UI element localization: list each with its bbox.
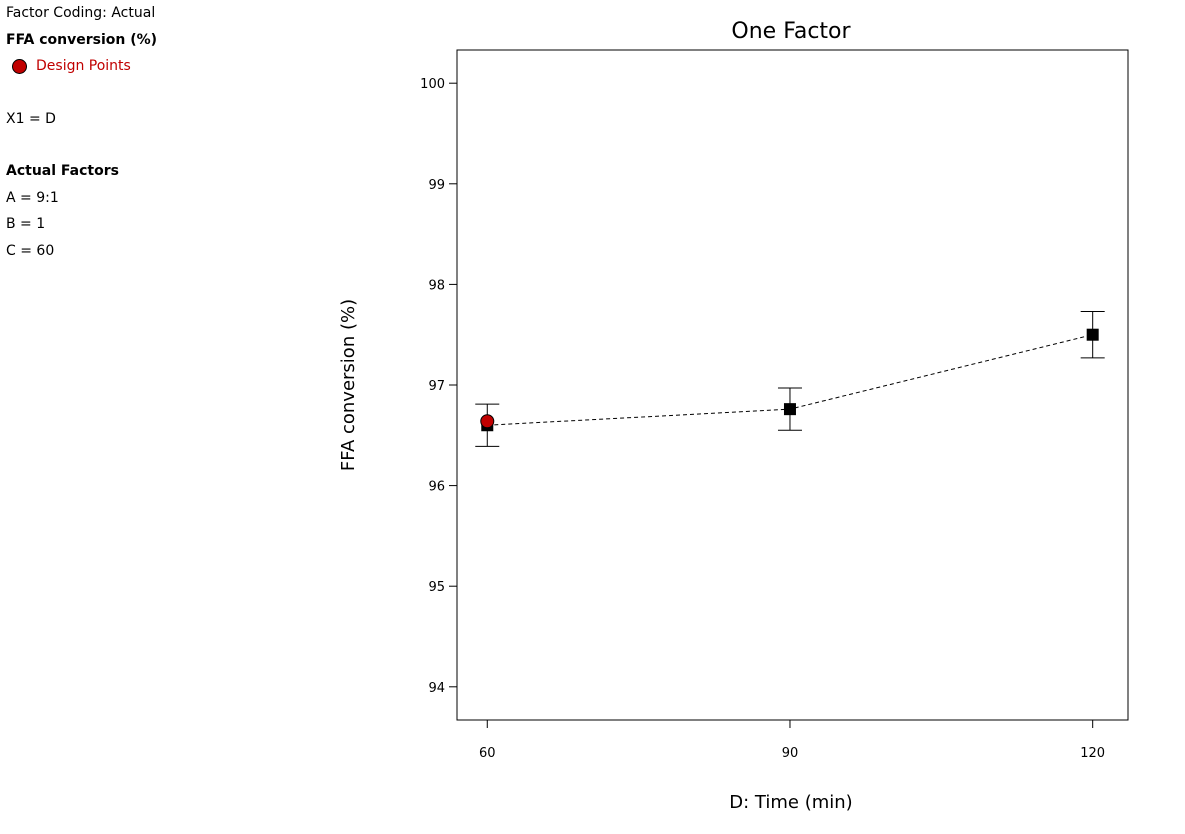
actual-factors-title: Actual Factors xyxy=(6,163,119,179)
y-axis: 94 95 96 97 98 99 100 xyxy=(420,77,457,696)
y-tick-label: 97 xyxy=(428,379,445,394)
design-point-marker-icon xyxy=(12,58,27,74)
y-tick-label: 99 xyxy=(428,178,445,193)
data-point-marker xyxy=(783,403,796,416)
chart-title: One Factor xyxy=(731,19,851,44)
x-tick-label: 90 xyxy=(782,746,799,761)
y-tick-label: 100 xyxy=(420,77,445,92)
legend-design-points: Design Points xyxy=(6,53,157,80)
data-point-marker xyxy=(1086,328,1099,341)
actual-factor-c: C = 60 xyxy=(6,242,55,259)
plot-marks xyxy=(475,311,1105,447)
design-point xyxy=(480,414,495,429)
plot-frame xyxy=(456,49,1129,721)
actual-factor-a: A = 9:1 xyxy=(6,189,59,206)
y-tick-label: 94 xyxy=(428,681,445,696)
response-title: FFA conversion (%) xyxy=(6,31,158,48)
y-tick-label: 96 xyxy=(428,480,445,495)
x1-assignment: X1 = D xyxy=(6,110,56,127)
actual-factor-b: B = 1 xyxy=(6,216,46,232)
x-tick-label: 120 xyxy=(1080,746,1105,761)
x-axis: 60 90 120 xyxy=(479,720,1105,761)
y-tick-label: 98 xyxy=(428,278,445,293)
y-axis-label: FFA conversion (%) xyxy=(338,299,359,471)
x-tick-label: 60 xyxy=(479,746,496,761)
legend-label: Design Points xyxy=(36,58,131,74)
factor-coding-label: Factor Coding: Actual xyxy=(6,5,156,21)
y-tick-label: 95 xyxy=(428,580,445,595)
factor-info-panel: Factor Coding: Actual FFA conversion (%)… xyxy=(6,0,157,264)
x-axis-label: D: Time (min) xyxy=(729,792,852,813)
